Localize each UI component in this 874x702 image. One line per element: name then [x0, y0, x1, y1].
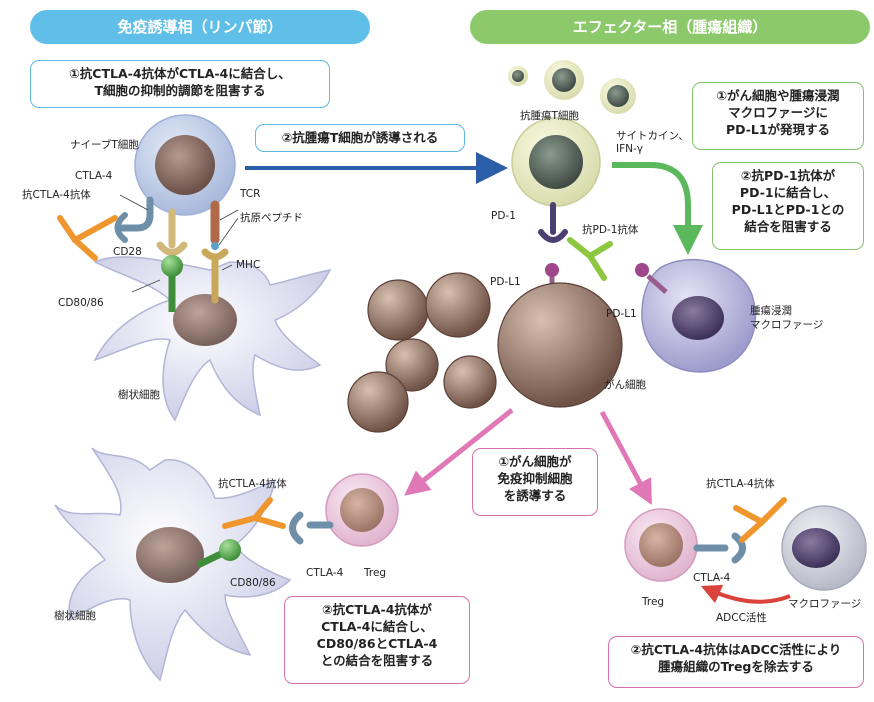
label-lines-top [119, 194, 239, 293]
box-adcc-treg: ②抗CTLA-4抗体はADCC活性により 腫瘍組織のTregを除去する [608, 636, 864, 688]
label-dendritic-bottom: 樹状細胞 [54, 610, 96, 622]
anti-ctla4-antibody-top [57, 215, 118, 261]
cd80-86-ball-bottom [219, 539, 241, 561]
label-tcr: TCR [240, 188, 261, 200]
mhc-molecule [201, 248, 229, 304]
label-cd80-86-top: CD80/86 [58, 297, 104, 309]
macrophage-bottom-right [781, 505, 867, 591]
green-arrow [612, 162, 703, 255]
label-anti-pd1: 抗PD-1抗体 [582, 224, 639, 236]
label-treg-bottom-left: Treg [364, 567, 387, 579]
label-cd80-86-bottom: CD80/86 [230, 577, 276, 589]
ctla4-receptor-bottom-right [693, 532, 746, 564]
box-pdl1-expression: ①がん細胞や腫瘍浸潤 マクロファージに PD-L1が発現する [692, 82, 864, 150]
box-anti-pd1-blocks: ②抗PD-1抗体が PD-1に結合し、 PD-L1とPD-1との 結合を阻害する [712, 162, 864, 250]
label-ctla4-bottom-right: CTLA-4 [693, 572, 731, 584]
label-cytokine: サイトカイン、 [616, 130, 689, 142]
tumor-macrophage [641, 258, 757, 373]
anti-tumor-t-cells [508, 60, 636, 114]
pdl1-ball-cancer [545, 263, 559, 277]
header-effector: エフェクター相（腫瘍組織） [470, 10, 870, 44]
adcc-arrow [700, 584, 791, 604]
label-mhc: MHC [236, 259, 261, 271]
box-anti-ctla4-blocks: ②抗CTLA-4抗体が CTLA-4に結合し、 CD80/86とCTLA-4 と… [284, 596, 470, 684]
label-macrophage-bottom-right: マクロファージ [788, 598, 862, 610]
anti-ctla4-antibody-bottom-right [733, 497, 787, 543]
pink-arrow-right [599, 410, 652, 506]
anti-ctla4-antibody-bottom-left [222, 497, 286, 529]
label-adcc: ADCC活性 [716, 612, 767, 624]
dendritic-cell-bottom [54, 447, 292, 682]
label-anti-ctla4-bottom-right: 抗CTLA-4抗体 [706, 478, 775, 490]
cancer-cell-cluster [347, 272, 623, 433]
effector-t-cell [511, 117, 601, 207]
box-cancer-induces: ①がん細胞が 免疫抑制細胞 を誘導する [472, 448, 598, 516]
ctla4-cup-top [114, 212, 128, 243]
cd28-receptor [156, 208, 188, 256]
label-antigen-peptide: 抗原ペプチド [240, 212, 303, 224]
cd80-86-ball-top [161, 255, 183, 277]
label-anti-tumor-t: 抗腫瘍T細胞 [520, 110, 579, 122]
label-ifn-gamma: IFN-γ [616, 143, 643, 155]
box-anti-ctla4-step1: ①抗CTLA-4抗体がCTLA-4に結合し、 T細胞の抑制的調節を阻害する [30, 60, 330, 108]
anti-pd1-antibody [567, 237, 613, 281]
ctla4-receptor-bottom-left [289, 511, 334, 545]
label-tam-line2: マクロファージ [750, 319, 824, 331]
pd1-receptor [538, 202, 568, 243]
antigen-peptide [211, 242, 219, 250]
label-treg-bottom-right: Treg [642, 596, 665, 608]
pink-arrow-left [404, 408, 514, 496]
label-pdl1-macrophage: PD-L1 [606, 308, 637, 320]
naive-t-cell [134, 114, 236, 216]
label-pd1: PD-1 [491, 210, 516, 222]
label-tam-line1: 腫瘍浸潤 [750, 305, 792, 317]
ctla4-receptor-top [118, 196, 154, 232]
label-pdl1-cancer: PD-L1 [490, 276, 521, 288]
header-immune-induction: 免疫誘導相（リンパ節） [30, 10, 370, 44]
label-ctla4-top: CTLA-4 [75, 170, 113, 182]
label-naive-t-cell: ナイーブT細胞 [70, 139, 139, 151]
treg-cell-bottom-left [325, 473, 399, 547]
label-cd28: CD28 [113, 246, 142, 258]
label-anti-ctla4-bottom-left: 抗CTLA-4抗体 [218, 478, 287, 490]
pdl1-ball-mac [635, 263, 649, 277]
treg-cell-bottom-right [624, 508, 698, 582]
pdl1-stalk-mac [646, 274, 668, 294]
label-dendritic-top: 樹状細胞 [118, 389, 160, 401]
label-ctla4-bottom-left: CTLA-4 [306, 567, 344, 579]
label-cancer-cell: がん細胞 [604, 379, 646, 391]
label-anti-ctla4-top: 抗CTLA-4抗体 [22, 189, 91, 201]
box-anti-tumor-t-induced: ②抗腫瘍T細胞が誘導される [255, 124, 465, 152]
